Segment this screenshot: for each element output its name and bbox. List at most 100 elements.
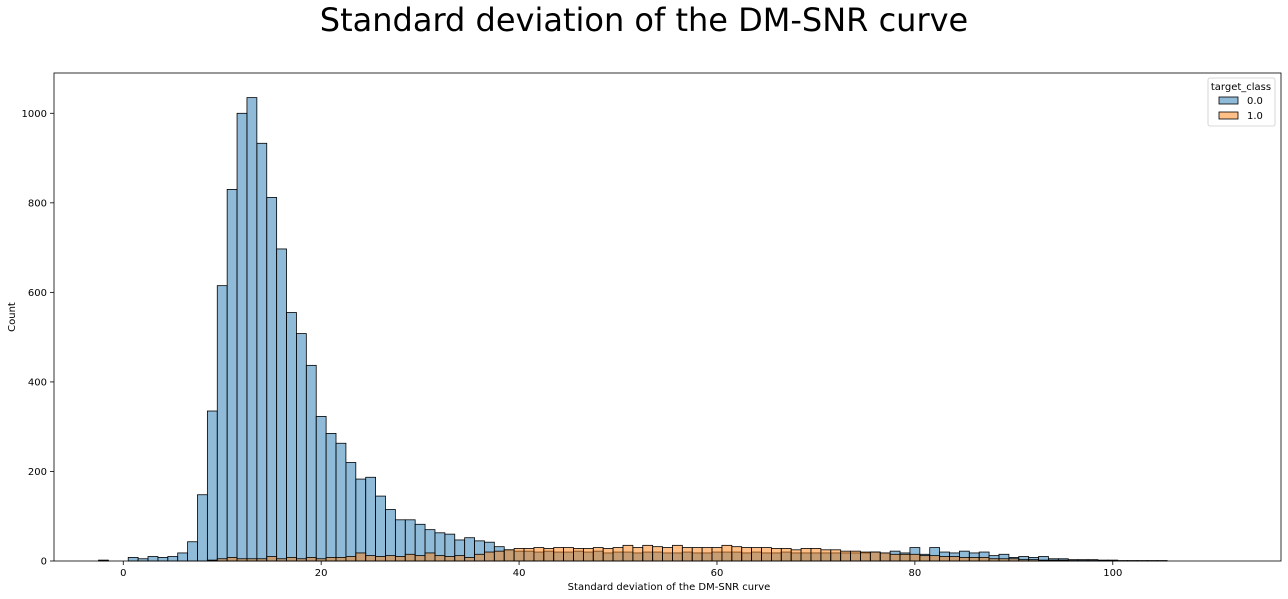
x-tick-label: 80 xyxy=(909,568,922,579)
bar-class-1 xyxy=(968,557,980,562)
bar-class-1 xyxy=(533,547,545,562)
bar-class-1 xyxy=(543,548,555,562)
bar-class-0 xyxy=(394,519,406,562)
bar-class-1 xyxy=(850,550,861,562)
bar-class-0 xyxy=(177,552,188,562)
bar-class-1 xyxy=(335,557,347,562)
x-tick-label: 0 xyxy=(120,568,126,579)
bar-class-1 xyxy=(642,544,654,562)
bar-class-0 xyxy=(345,462,357,562)
bar-class-0 xyxy=(246,97,258,562)
series-class-0 xyxy=(98,97,1168,562)
bar-class-0 xyxy=(157,557,169,562)
bar-class-1 xyxy=(899,553,911,562)
bar-class-1 xyxy=(840,550,851,562)
bar-class-1 xyxy=(691,547,703,562)
bar-class-1 xyxy=(503,549,515,562)
bar-class-1 xyxy=(394,556,406,562)
bar-class-1 xyxy=(790,549,802,562)
bar-class-1 xyxy=(385,555,396,562)
legend-label-class-0: 0.0 xyxy=(1247,96,1263,107)
y-axis: 0 200 400 600 800 1000 xyxy=(22,109,54,568)
bar-class-1 xyxy=(355,552,367,562)
bar-class-1 xyxy=(800,548,812,562)
bar-class-0 xyxy=(355,478,367,562)
bar-class-1 xyxy=(860,551,871,562)
bar-class-1 xyxy=(305,557,317,562)
bar-class-1 xyxy=(741,547,753,562)
bar-class-0 xyxy=(335,442,347,562)
bar-class-1 xyxy=(444,556,456,562)
bar-class-1 xyxy=(879,552,891,562)
plot-area xyxy=(53,72,1282,562)
bar-class-0 xyxy=(187,541,198,562)
y-tick-label: 1000 xyxy=(22,109,47,120)
bar-class-1 xyxy=(325,557,337,562)
y-tick-label: 0 xyxy=(41,557,47,568)
bar-class-1 xyxy=(226,557,238,562)
bar-class-1 xyxy=(563,547,574,562)
bar-class-0 xyxy=(197,494,208,562)
bar-class-1 xyxy=(889,553,901,562)
bar-class-1 xyxy=(414,555,426,562)
bar-class-1 xyxy=(424,552,436,562)
bar-class-1 xyxy=(484,551,495,562)
bar-class-1 xyxy=(573,548,584,562)
bar-class-1 xyxy=(939,556,950,562)
bar-class-1 xyxy=(949,556,960,562)
bar-class-1 xyxy=(869,551,881,562)
bar-class-0 xyxy=(216,285,228,562)
x-tick-label: 20 xyxy=(315,568,328,579)
bar-class-1 xyxy=(909,553,921,562)
bar-class-1 xyxy=(820,549,832,562)
bar-class-0 xyxy=(256,142,268,562)
bar-class-1 xyxy=(622,544,634,562)
bar-class-0 xyxy=(385,509,396,562)
bar-class-0 xyxy=(236,112,248,562)
bar-class-1 xyxy=(345,556,357,562)
bar-class-1 xyxy=(612,547,624,562)
bar-class-1 xyxy=(404,553,416,562)
bar-class-0 xyxy=(147,556,159,562)
y-tick-label: 200 xyxy=(28,467,47,478)
bar-class-1 xyxy=(632,547,644,562)
bar-class-0 xyxy=(286,312,297,562)
x-axis: 0 20 40 60 80 100 xyxy=(120,561,1122,579)
bar-class-1 xyxy=(592,547,604,562)
bar-class-1 xyxy=(582,548,594,562)
bar-class-1 xyxy=(978,557,990,562)
bar-class-0 xyxy=(167,556,179,562)
x-tick-label: 100 xyxy=(1103,568,1122,579)
plot-frame xyxy=(53,72,1282,562)
bar-class-0 xyxy=(315,415,327,562)
bar-class-0 xyxy=(365,476,376,562)
bar-class-0 xyxy=(206,410,218,562)
bar-class-1 xyxy=(365,555,376,562)
bar-class-1 xyxy=(681,547,693,562)
bar-class-1 xyxy=(770,548,782,562)
bar-class-1 xyxy=(602,548,614,562)
bar-class-1 xyxy=(375,556,386,562)
bar-class-0 xyxy=(296,333,307,562)
bar-class-1 xyxy=(959,557,970,562)
y-tick-label: 800 xyxy=(28,198,47,209)
bar-class-1 xyxy=(662,547,673,562)
bar-class-1 xyxy=(434,555,446,562)
bar-class-1 xyxy=(780,548,792,562)
bar-class-1 xyxy=(830,549,842,562)
legend-label-class-1: 1.0 xyxy=(1247,111,1263,122)
x-tick-label: 60 xyxy=(711,568,724,579)
legend-swatch-class-1 xyxy=(1218,111,1239,120)
bar-class-1 xyxy=(672,544,683,562)
bar-class-0 xyxy=(127,557,139,562)
bar-class-1 xyxy=(474,553,485,562)
bar-class-1 xyxy=(266,556,278,562)
bar-class-1 xyxy=(751,547,762,562)
y-tick-label: 400 xyxy=(28,377,47,388)
bar-class-1 xyxy=(761,547,772,562)
bar-class-1 xyxy=(553,547,565,562)
x-axis-label: Standard deviation of the DM-SNR curve xyxy=(568,582,771,593)
bar-class-1 xyxy=(810,548,822,562)
bar-class-1 xyxy=(513,548,525,562)
